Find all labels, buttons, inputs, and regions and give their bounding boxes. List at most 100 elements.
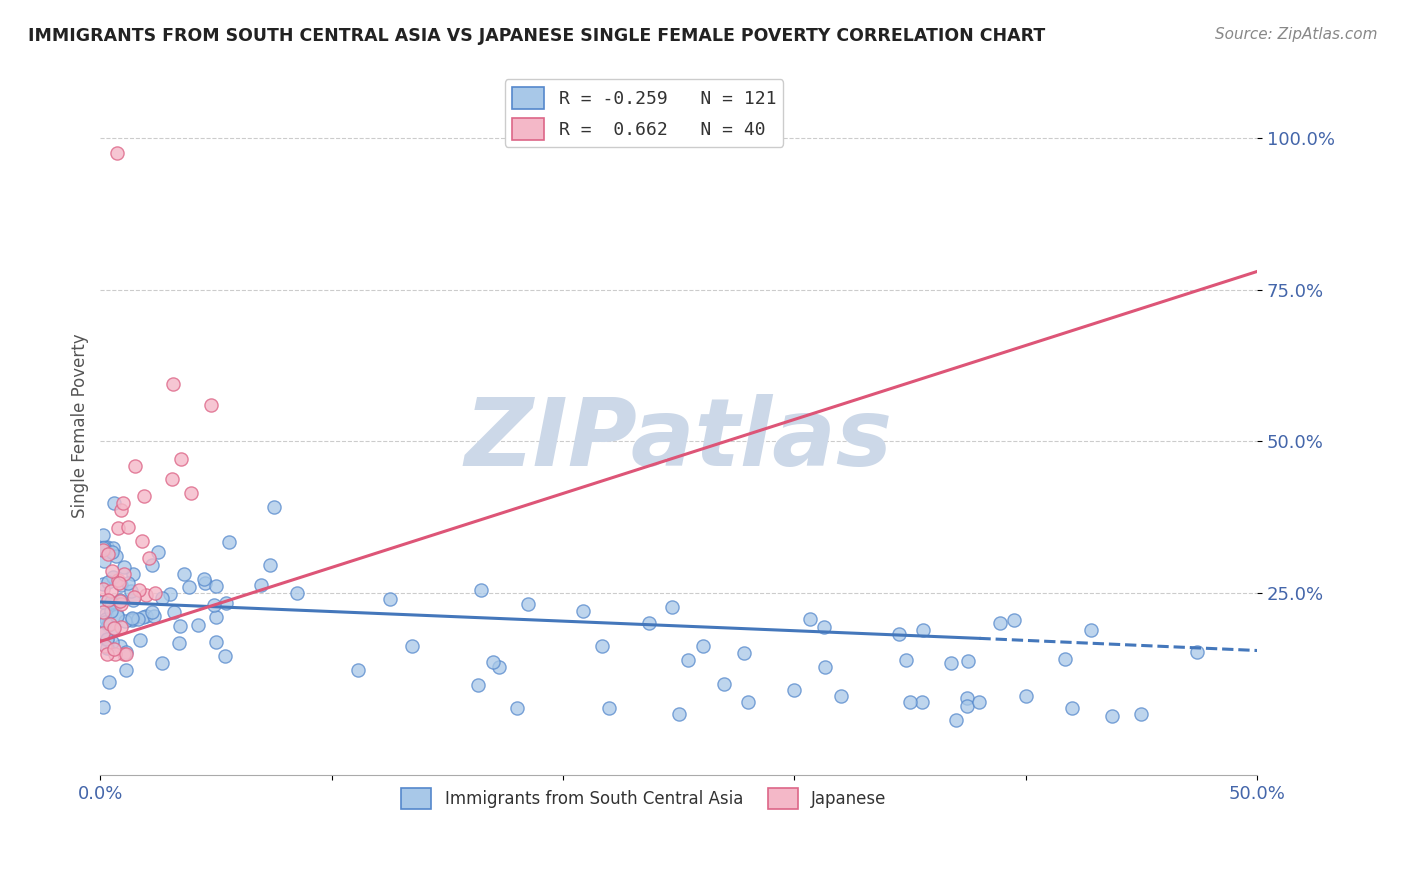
Point	[91, 625, 114, 640]
Point	[103, 496, 125, 510]
Point	[114, 645, 136, 659]
Point	[150, 657, 173, 671]
Point	[93, 554, 115, 568]
Point	[205, 635, 228, 649]
Point	[122, 593, 145, 607]
Point	[115, 663, 138, 677]
Point	[100, 604, 122, 618]
Point	[146, 545, 169, 559]
Point	[108, 594, 131, 608]
Point	[1080, 623, 1102, 637]
Point	[121, 611, 143, 625]
Point	[988, 615, 1011, 630]
Point	[1185, 645, 1208, 659]
Point	[132, 609, 155, 624]
Point	[100, 595, 122, 609]
Point	[169, 619, 191, 633]
Point	[141, 605, 163, 619]
Point	[122, 590, 145, 604]
Point	[110, 593, 132, 607]
Point	[135, 608, 157, 623]
Point	[107, 520, 129, 534]
Point	[131, 534, 153, 549]
Point	[91, 626, 114, 640]
Point	[205, 579, 228, 593]
Point	[110, 597, 132, 611]
Point	[173, 566, 195, 581]
Point	[733, 646, 755, 660]
Point	[894, 653, 917, 667]
Point	[814, 660, 837, 674]
Point	[163, 606, 186, 620]
Point	[101, 622, 124, 636]
Point	[911, 696, 934, 710]
Point	[115, 647, 138, 661]
Point	[96, 632, 118, 646]
Point	[506, 701, 529, 715]
Point	[263, 500, 285, 515]
Point	[638, 615, 661, 630]
Point	[134, 490, 156, 504]
Point	[97, 675, 120, 690]
Point	[830, 689, 852, 703]
Point	[91, 595, 114, 609]
Point	[100, 584, 122, 599]
Point	[110, 620, 132, 634]
Point	[676, 653, 699, 667]
Point	[98, 616, 121, 631]
Point	[956, 690, 979, 705]
Point	[105, 596, 128, 610]
Point	[96, 640, 118, 655]
Point	[104, 647, 127, 661]
Point	[887, 627, 910, 641]
Point	[215, 596, 238, 610]
Point	[1060, 701, 1083, 715]
Point	[193, 573, 215, 587]
Point	[91, 577, 114, 591]
Point	[112, 567, 135, 582]
Point	[96, 647, 118, 661]
Point	[114, 614, 136, 628]
Point	[180, 486, 202, 500]
Point	[969, 695, 991, 709]
Point	[467, 678, 489, 692]
Point	[101, 635, 124, 649]
Point	[668, 707, 690, 722]
Point	[737, 695, 759, 709]
Point	[121, 613, 143, 627]
Point	[598, 701, 620, 715]
Point	[101, 544, 124, 558]
Point	[97, 593, 120, 607]
Point	[939, 657, 962, 671]
Text: ZIPatlas: ZIPatlas	[464, 394, 893, 486]
Point	[202, 598, 225, 612]
Point	[945, 713, 967, 727]
Point	[591, 639, 613, 653]
Point	[205, 610, 228, 624]
Point	[108, 575, 131, 590]
Point	[661, 600, 683, 615]
Point	[91, 541, 114, 556]
Point	[96, 540, 118, 554]
Point	[97, 618, 120, 632]
Point	[481, 656, 503, 670]
Point	[135, 588, 157, 602]
Point	[956, 699, 979, 714]
Point	[91, 582, 114, 596]
Point	[105, 146, 128, 161]
Point	[121, 584, 143, 599]
Point	[97, 547, 120, 561]
Point	[101, 597, 124, 611]
Point	[91, 699, 114, 714]
Point	[1015, 689, 1038, 703]
Point	[91, 605, 114, 619]
Point	[250, 578, 273, 592]
Point	[692, 640, 714, 654]
Point	[97, 574, 120, 589]
Point	[1101, 709, 1123, 723]
Point	[110, 503, 132, 517]
Point	[177, 580, 200, 594]
Point	[94, 615, 117, 629]
Point	[911, 624, 934, 638]
Point	[517, 598, 540, 612]
